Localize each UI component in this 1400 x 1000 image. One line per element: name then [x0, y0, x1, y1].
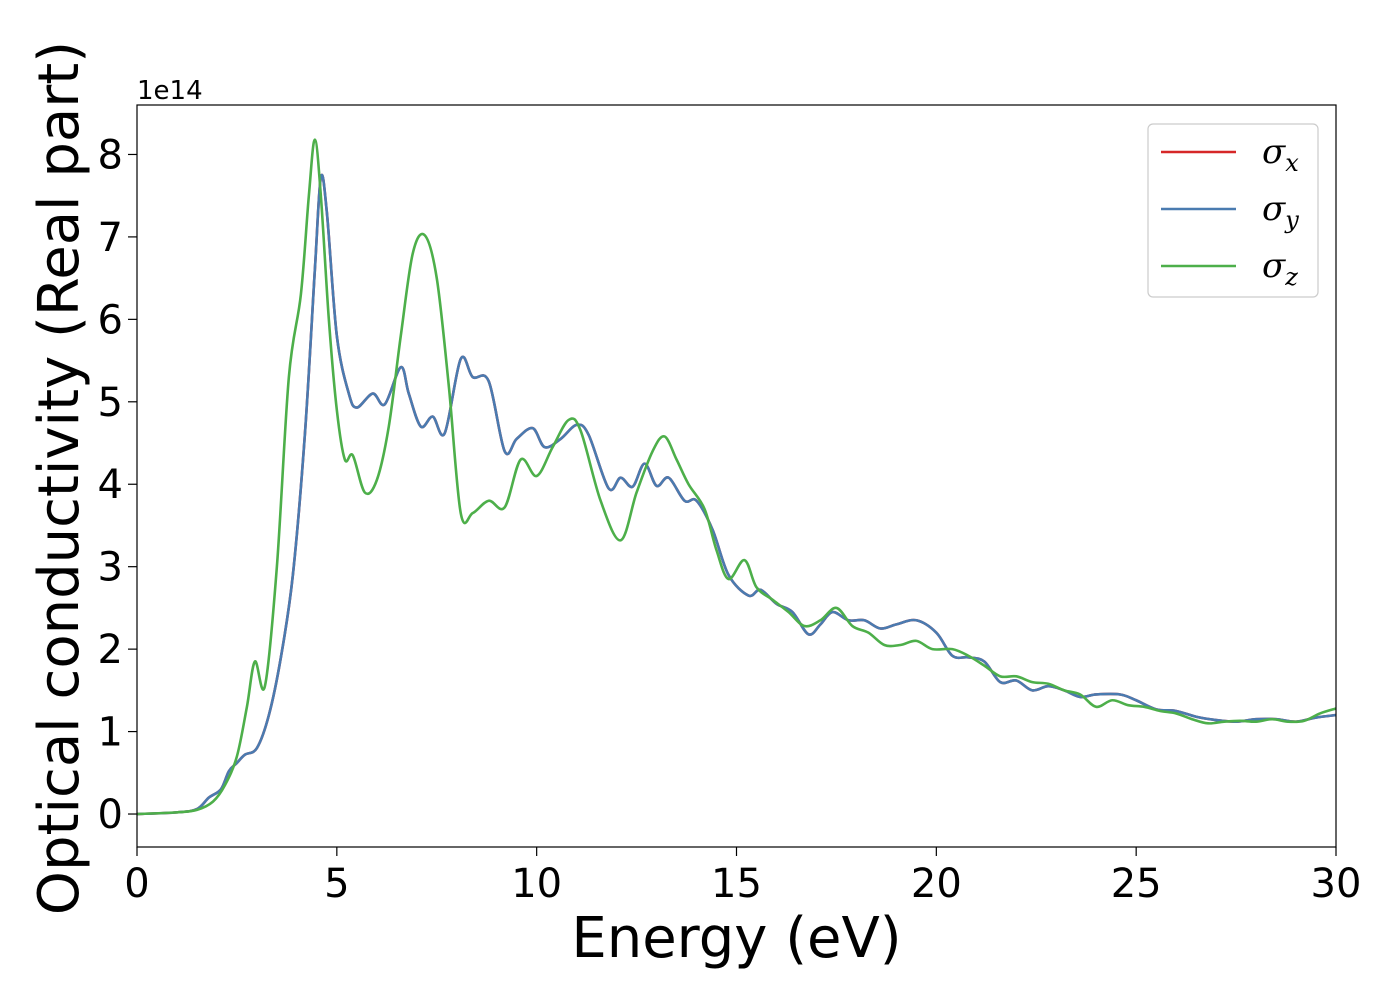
- x-axis: 0 5 10 15 20 25 30: [124, 847, 1361, 907]
- y-tick-label: 8: [98, 132, 123, 178]
- legend-label-x: σx: [1262, 132, 1299, 177]
- y-tick-label: 2: [98, 627, 123, 673]
- series-layer: [137, 138, 1336, 816]
- x-tick-label: 20: [911, 861, 962, 907]
- x-tick-label: 0: [124, 861, 149, 907]
- y-tick-label: 4: [98, 462, 123, 508]
- x-axis-title: Energy (eV): [571, 906, 901, 971]
- series-line-z: [137, 138, 1336, 816]
- legend-label-z: σz: [1262, 246, 1298, 291]
- y-tick-label: 6: [98, 297, 123, 343]
- x-tick-label: 5: [324, 861, 349, 907]
- legend: σx σy σz: [1147, 123, 1319, 298]
- legend-box: [1147, 123, 1319, 298]
- y-tick-label: 3: [98, 545, 123, 591]
- x-tick-label: 25: [1111, 861, 1162, 907]
- y-axis: 0 1 2 3 4 5 6 7 8: [98, 132, 137, 838]
- y-offset-label: 1e14: [137, 76, 203, 106]
- legend-label-y: σy: [1262, 189, 1299, 234]
- x-tick-label: 30: [1311, 861, 1362, 907]
- y-tick-label: 5: [98, 380, 123, 426]
- y-tick-label: 1: [98, 710, 123, 756]
- y-axis-title: Optical conductivity (Real part): [27, 41, 92, 915]
- y-tick-label: 0: [98, 792, 123, 838]
- x-tick-label: 10: [511, 861, 562, 907]
- y-tick-label: 7: [98, 215, 123, 261]
- x-tick-label: 15: [711, 861, 762, 907]
